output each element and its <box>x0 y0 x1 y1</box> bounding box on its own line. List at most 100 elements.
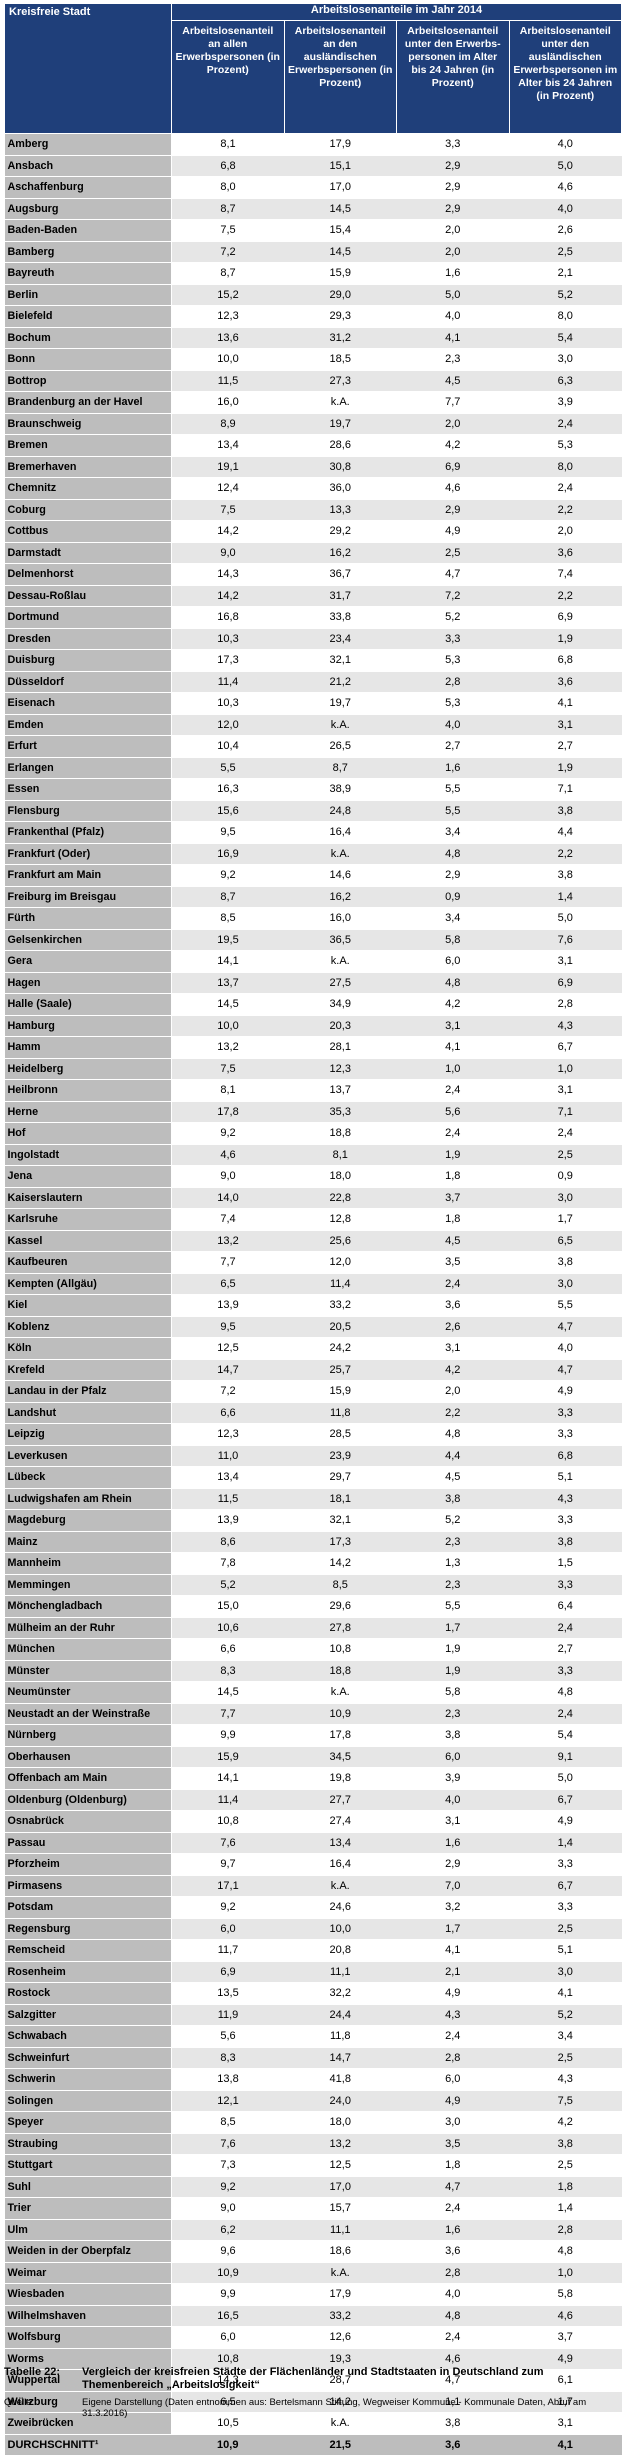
city-name-cell: Leipzig <box>4 1423 172 1446</box>
value-cell: 3,3 <box>509 1574 622 1596</box>
value-cell: 2,9 <box>396 155 509 177</box>
value-cell: 4,1 <box>396 1939 509 1962</box>
value-cell: 11,7 <box>171 1939 284 1962</box>
city-name-cell: Hof <box>4 1122 172 1145</box>
value-cell: 4,0 <box>396 1789 509 1811</box>
city-name-cell: Rosenheim <box>4 1961 172 1983</box>
value-cell: 5,5 <box>509 1294 622 1317</box>
value-cell: 7,2 <box>396 585 509 607</box>
value-cell: 9,5 <box>171 821 284 844</box>
value-cell: 6,0 <box>396 1746 509 1768</box>
value-cell: 2,9 <box>396 198 509 220</box>
value-cell: 4,6 <box>509 176 622 199</box>
city-name-cell: Worms <box>4 2348 172 2370</box>
table-row: Suhl 9,2 17,0 4,7 1,8 <box>4 2176 622 2198</box>
value-cell: 8,0 <box>509 305 622 328</box>
table-row: Offenbach am Main 14,1 19,8 3,9 5,0 <box>4 1767 622 1790</box>
value-cell: 10,9 <box>284 1703 397 1725</box>
value-cell: 4,9 <box>396 520 509 543</box>
value-cell: 4,0 <box>509 198 622 220</box>
city-name-cell: Weiden in der Oberpfalz <box>4 2240 172 2263</box>
value-cell: 1,9 <box>396 1144 509 1166</box>
value-cell: 6,5 <box>171 1273 284 1295</box>
city-name-cell: Bonn <box>4 348 172 371</box>
city-name-cell: Delmenhorst <box>4 563 172 586</box>
city-name-cell: Schweinfurt <box>4 2047 172 2069</box>
value-cell: 4,2 <box>509 2111 622 2134</box>
city-name-cell: Oldenburg (Oldenburg) <box>4 1789 172 1811</box>
caption-label: Tabelle 22: <box>4 2366 61 2378</box>
value-cell: 5,8 <box>396 929 509 951</box>
value-cell: 3,3 <box>509 1660 622 1682</box>
table-row: Salzgitter 11,9 24,4 4,3 5,2 <box>4 2004 622 2026</box>
value-cell: 9,2 <box>171 1896 284 1919</box>
value-cell: 7,4 <box>171 1208 284 1231</box>
city-name-cell: Hamburg <box>4 1015 172 1037</box>
table-row: Oberhausen 15,9 34,5 6,0 9,1 <box>4 1746 622 1768</box>
table-row: Köln 12,5 24,2 3,1 4,0 <box>4 1337 622 1360</box>
value-cell: 9,0 <box>171 542 284 564</box>
table-row: Magdeburg 13,9 32,1 5,2 3,3 <box>4 1509 622 1532</box>
city-name-cell: Mülheim an der Ruhr <box>4 1617 172 1639</box>
table-row: Düsseldorf 11,4 21,2 2,8 3,6 <box>4 671 622 693</box>
value-cell: 2,5 <box>509 241 622 263</box>
value-cell: 16,5 <box>171 2305 284 2327</box>
value-cell: 29,7 <box>284 1466 397 1489</box>
table-row: Amberg 8,1 17,9 3,3 4,0 <box>4 133 622 156</box>
table-row: Schwerin 13,8 41,8 6,0 4,3 <box>4 2068 622 2091</box>
city-name-cell: Kaiserslautern <box>4 1187 172 1209</box>
value-cell: k.A. <box>284 950 397 973</box>
value-cell: 3,8 <box>509 800 622 822</box>
table-row: Duisburg 17,3 32,1 5,3 6,8 <box>4 649 622 672</box>
value-cell: 24,0 <box>284 2090 397 2112</box>
value-cell: 5,5 <box>396 778 509 801</box>
value-cell: 11,8 <box>284 2025 397 2048</box>
value-cell: 4,7 <box>396 563 509 586</box>
city-name-cell: Heidelberg <box>4 1058 172 1080</box>
value-cell: 29,0 <box>284 284 397 306</box>
value-cell: 2,9 <box>396 864 509 887</box>
city-name-cell: Düsseldorf <box>4 671 172 693</box>
value-cell: 4,4 <box>509 821 622 844</box>
table-row: Bayreuth 8,7 15,9 1,6 2,1 <box>4 262 622 285</box>
city-name-cell: Eisenach <box>4 692 172 715</box>
city-name-cell: Ludwigshafen am Rhein <box>4 1488 172 1510</box>
value-cell: 5,2 <box>171 1574 284 1596</box>
value-cell: 2,4 <box>396 2025 509 2048</box>
value-cell: 15,9 <box>284 262 397 285</box>
value-cell: 5,2 <box>396 606 509 629</box>
value-cell: 13,4 <box>284 1832 397 1854</box>
value-cell: 15,9 <box>284 1380 397 1403</box>
value-cell: 6,8 <box>509 649 622 672</box>
table-row: Frankfurt am Main 9,2 14,6 2,9 3,8 <box>4 864 622 887</box>
city-name-cell: Köln <box>4 1337 172 1360</box>
value-cell: 3,0 <box>396 2111 509 2134</box>
table-row: Nürnberg 9,9 17,8 3,8 5,4 <box>4 1724 622 1747</box>
value-cell: 3,8 <box>509 1531 622 1553</box>
value-cell: 32,1 <box>284 649 397 672</box>
value-cell: 2,9 <box>396 1853 509 1876</box>
value-cell: 5,6 <box>396 1101 509 1123</box>
value-cell: 18,8 <box>284 1122 397 1145</box>
value-cell: 2,5 <box>509 2154 622 2177</box>
value-cell: 28,6 <box>284 434 397 457</box>
value-cell: 14,3 <box>171 2369 284 2392</box>
value-cell: 2,4 <box>509 413 622 435</box>
value-cell: 18,1 <box>284 1488 397 1510</box>
value-cell: 16,4 <box>284 1853 397 1876</box>
table-row: Kassel 13,2 25,6 4,5 6,5 <box>4 1230 622 1252</box>
value-cell: 1,7 <box>509 1208 622 1231</box>
city-name-cell: Jena <box>4 1165 172 1188</box>
value-cell: 15,9 <box>171 1746 284 1768</box>
value-cell: 1,0 <box>509 2262 622 2284</box>
value-cell: 6,7 <box>509 1036 622 1059</box>
value-cell: 11,4 <box>284 1273 397 1295</box>
city-name-cell: Pforzheim <box>4 1853 172 1876</box>
value-cell: 11,1 <box>284 1961 397 1983</box>
value-cell: 8,3 <box>171 1660 284 1682</box>
value-cell: 3,8 <box>396 1724 509 1747</box>
city-name-cell: Bremerhaven <box>4 456 172 478</box>
value-cell: 3,6 <box>396 1294 509 1317</box>
city-name-cell: Dresden <box>4 628 172 650</box>
value-cell: 2,8 <box>396 2047 509 2069</box>
